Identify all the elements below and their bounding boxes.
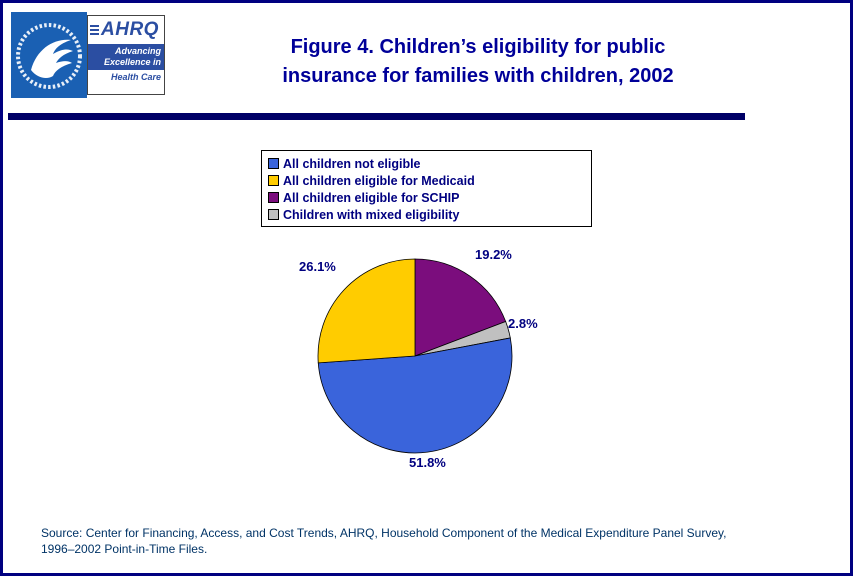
ahrq-wordmark-row: AHRQ bbox=[88, 16, 164, 41]
legend-swatch-blue bbox=[268, 158, 279, 169]
legend-item-schip: All children eligible for SCHIP bbox=[268, 189, 591, 206]
legend-item-not-eligible: All children not eligible bbox=[268, 155, 591, 172]
ahrq-tagline-band: Advancing Excellence in bbox=[88, 44, 164, 70]
pie-percent-label-not-eligible: 51.8% bbox=[409, 455, 446, 470]
ahrq-tagline-line2: Excellence in bbox=[103, 56, 161, 67]
legend-label: All children eligible for SCHIP bbox=[283, 190, 460, 205]
pie-percent-label-schip: 19.2% bbox=[475, 247, 512, 262]
pie-slice-2 bbox=[414, 258, 507, 357]
header-divider-rule bbox=[8, 113, 745, 120]
pie-percent-label-mixed: 2.8% bbox=[508, 316, 538, 331]
legend-item-mixed: Children with mixed eligibility bbox=[268, 206, 591, 223]
source-note-line2: 1996–2002 Point-in-Time Files. bbox=[41, 541, 208, 556]
ahrq-logo: AHRQ Advancing Excellence in Health Care bbox=[87, 15, 165, 95]
pie-slice-0 bbox=[317, 337, 513, 454]
hhs-logo bbox=[11, 12, 87, 98]
source-note: Source: Center for Financing, Access, an… bbox=[41, 526, 841, 557]
ahrq-tagline-line3: Health Care bbox=[110, 71, 161, 82]
figure-title-line2: insurance for families with children, 20… bbox=[282, 65, 674, 87]
pie-chart-svg bbox=[317, 258, 513, 454]
ahrq-tagline-line1: Advancing bbox=[114, 46, 161, 56]
figure-title: Figure 4. Children’s eligibility for pub… bbox=[153, 33, 803, 91]
legend-label: All children eligible for Medicaid bbox=[283, 173, 475, 188]
legend-label: All children not eligible bbox=[283, 156, 421, 171]
pie-percent-label-medicaid: 26.1% bbox=[299, 259, 336, 274]
legend-item-medicaid: All children eligible for Medicaid bbox=[268, 172, 591, 189]
hhs-eagle-icon bbox=[16, 23, 82, 89]
figure-title-line1: Figure 4. Children’s eligibility for pub… bbox=[290, 36, 666, 58]
chart-legend: All children not eligible All children e… bbox=[261, 150, 592, 227]
pie-slice-1 bbox=[317, 258, 416, 364]
legend-swatch-purple bbox=[268, 192, 279, 203]
speed-lines-icon bbox=[90, 25, 99, 35]
ahrq-wordmark: AHRQ bbox=[101, 19, 159, 40]
legend-label: Children with mixed eligibility bbox=[283, 207, 460, 222]
pie-chart bbox=[305, 246, 525, 466]
legend-swatch-yellow bbox=[268, 175, 279, 186]
legend-swatch-gray bbox=[268, 209, 279, 220]
source-note-line1: Source: Center for Financing, Access, an… bbox=[41, 526, 727, 540]
logo-block: AHRQ Advancing Excellence in Health Care bbox=[11, 12, 167, 98]
